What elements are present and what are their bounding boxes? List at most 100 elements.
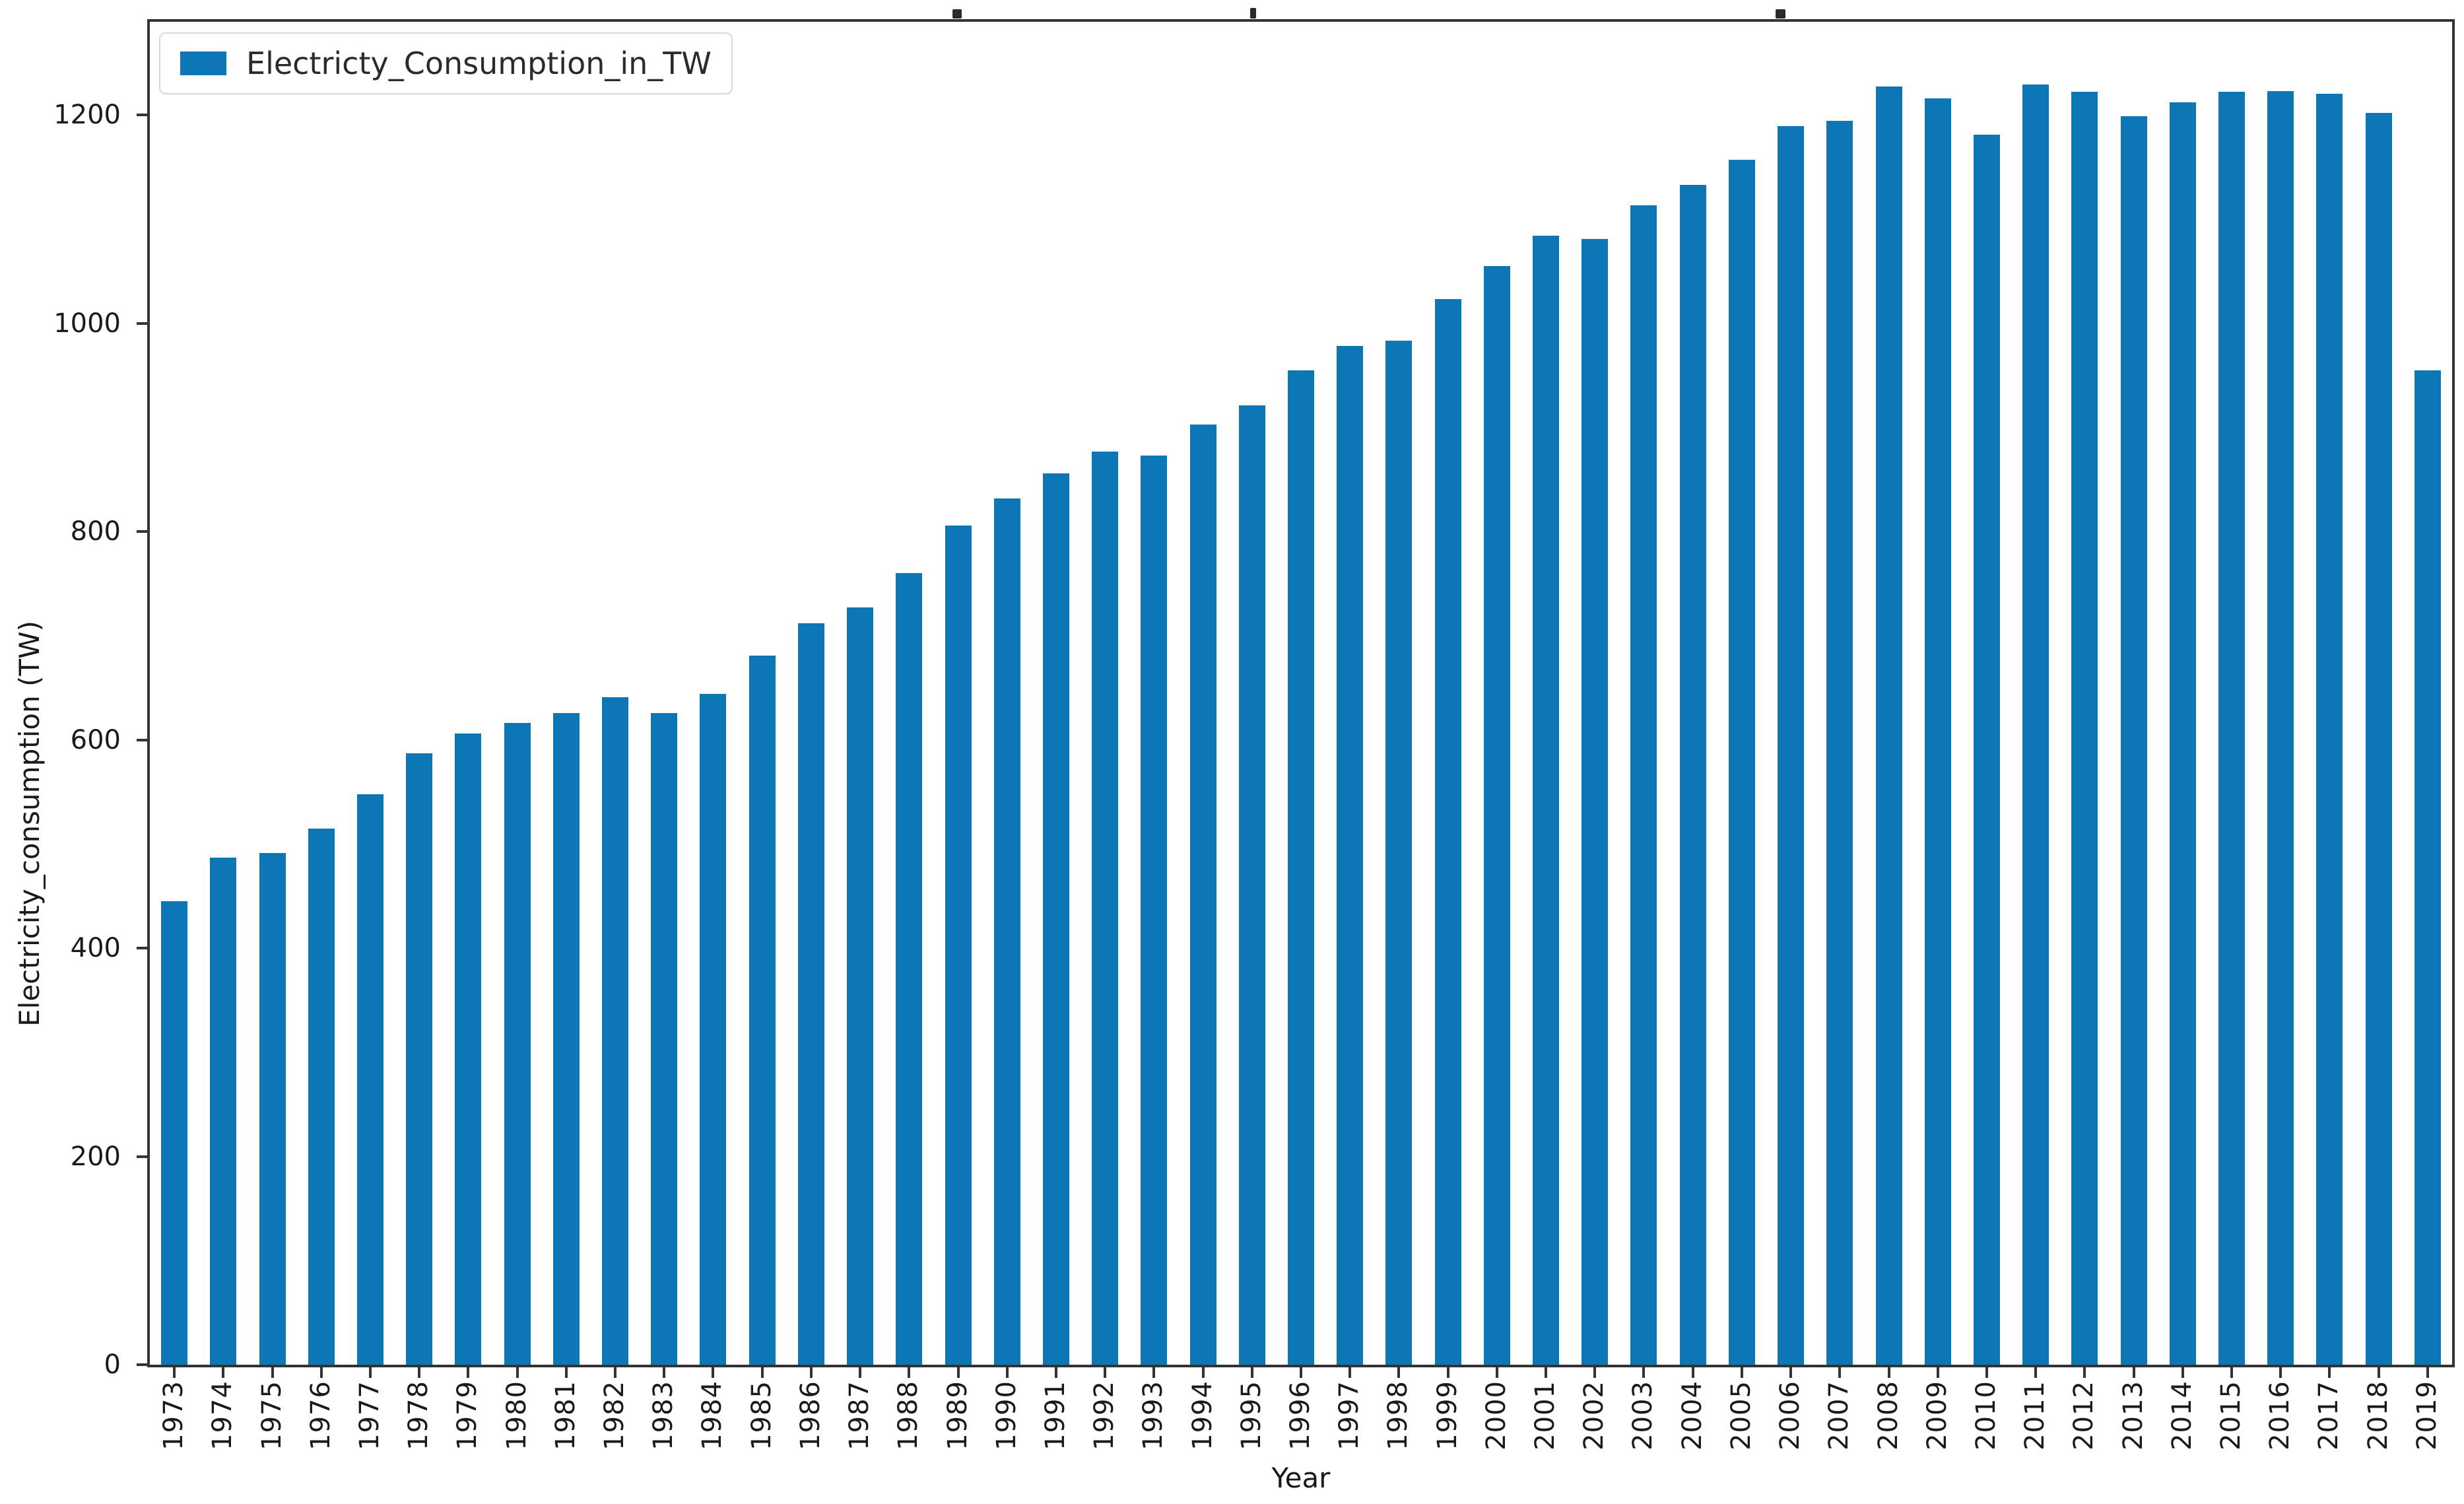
x-tick-label: 1983 — [648, 1381, 679, 1451]
x-tick-label: 1979 — [452, 1381, 483, 1451]
bar-2003 — [1630, 205, 1657, 1365]
y-tick-label: 800 — [70, 516, 121, 547]
x-tick-mark — [1495, 1367, 1498, 1378]
bar-1993 — [1141, 455, 1168, 1365]
bar-1976 — [308, 828, 335, 1365]
x-tick-label: 2018 — [2362, 1381, 2393, 1451]
x-tick-label: 1995 — [1236, 1381, 1267, 1451]
x-tick-label: 1993 — [1138, 1381, 1169, 1451]
bar-1995 — [1238, 405, 1265, 1365]
bar-1982 — [602, 697, 629, 1365]
bar-2014 — [2169, 102, 2196, 1365]
y-axis-spine — [147, 19, 150, 1367]
bar-2019 — [2414, 370, 2441, 1365]
bar-1996 — [1288, 370, 1314, 1365]
legend-label: Electricty_Consumption_in_TW — [246, 46, 712, 81]
x-tick-label: 1997 — [1334, 1381, 1365, 1451]
x-tick-mark — [1104, 1367, 1107, 1378]
x-tick-label: 2013 — [2117, 1381, 2148, 1451]
bar-1999 — [1434, 299, 1461, 1365]
x-tick-label: 1974 — [207, 1381, 238, 1451]
bar-2015 — [2218, 92, 2246, 1365]
y-tick-label: 600 — [70, 724, 121, 755]
x-tick-label: 1990 — [991, 1381, 1022, 1451]
x-tick-mark — [1740, 1367, 1743, 1378]
x-tick-mark — [1936, 1367, 1939, 1378]
bar-1986 — [797, 623, 824, 1365]
x-tick-mark — [2034, 1367, 2038, 1378]
x-tick-mark — [1054, 1367, 1057, 1378]
x-tick-label: 2006 — [1775, 1381, 1806, 1451]
x-tick-mark — [2230, 1367, 2234, 1378]
bar-1989 — [945, 525, 972, 1365]
top-spine — [147, 19, 2455, 22]
x-tick-mark — [2377, 1367, 2380, 1378]
x-tick-mark — [319, 1367, 323, 1378]
y-tick-label: 400 — [70, 933, 121, 963]
x-tick-label: 2019 — [2411, 1381, 2442, 1451]
x-tick-label: 1999 — [1432, 1381, 1463, 1451]
x-tick-label: 1982 — [599, 1381, 630, 1451]
bar-2001 — [1533, 236, 1560, 1365]
x-tick-mark — [418, 1367, 421, 1378]
bar-2013 — [2120, 116, 2147, 1365]
bar-2017 — [2316, 94, 2343, 1365]
x-tick-label: 2004 — [1677, 1381, 1708, 1451]
x-tick-mark — [1300, 1367, 1302, 1378]
bar-2010 — [1973, 134, 2000, 1365]
x-tick-mark — [663, 1367, 666, 1378]
bar-2007 — [1826, 121, 1853, 1365]
x-tick-mark — [2083, 1367, 2086, 1378]
x-tick-mark — [1887, 1367, 1890, 1378]
bar-2016 — [2267, 90, 2294, 1365]
x-tick-label: 2008 — [1873, 1381, 1904, 1451]
x-tick-mark — [173, 1367, 176, 1378]
bar-2012 — [2071, 92, 2098, 1365]
x-tick-mark — [908, 1367, 911, 1378]
x-tick-label: 1998 — [1383, 1381, 1414, 1451]
x-tick-mark — [2328, 1367, 2331, 1378]
x-tick-label: 2005 — [1725, 1381, 1756, 1451]
bar-1977 — [356, 794, 383, 1365]
x-tick-mark — [1593, 1367, 1597, 1378]
x-tick-label: 1994 — [1187, 1381, 1218, 1451]
x-tick-label: 1980 — [501, 1381, 532, 1451]
x-axis-spine — [147, 1365, 2455, 1367]
bar-1975 — [259, 853, 286, 1365]
bar-1978 — [406, 753, 433, 1365]
bar-1987 — [847, 607, 874, 1365]
x-tick-label: 2015 — [2216, 1381, 2247, 1451]
bar-1988 — [896, 573, 923, 1365]
y-tick-label: 0 — [104, 1350, 121, 1380]
x-tick-label: 1991 — [1040, 1381, 1071, 1451]
x-tick-label: 2000 — [1481, 1381, 1512, 1451]
x-tick-label: 2010 — [1970, 1381, 2001, 1451]
bar-1990 — [993, 498, 1020, 1365]
x-tick-label: 2016 — [2265, 1381, 2296, 1451]
x-tick-mark — [1789, 1367, 1793, 1378]
x-tick-label: 1973 — [158, 1381, 189, 1451]
x-tick-label: 2014 — [2166, 1381, 2197, 1451]
x-tick-label: 2017 — [2314, 1381, 2345, 1451]
x-tick-mark — [2279, 1367, 2282, 1378]
bar-2000 — [1483, 265, 1510, 1365]
bar-2006 — [1778, 126, 1805, 1365]
x-tick-label: 1996 — [1285, 1381, 1315, 1451]
bar-1973 — [161, 901, 188, 1365]
y-tick-mark — [137, 738, 147, 741]
bar-1983 — [651, 712, 678, 1365]
x-tick-mark — [809, 1367, 813, 1378]
legend: Electricty_Consumption_in_TW — [159, 32, 733, 94]
x-tick-mark — [2181, 1367, 2184, 1378]
x-tick-mark — [467, 1367, 470, 1378]
x-tick-mark — [2426, 1367, 2429, 1378]
bar-1984 — [700, 694, 727, 1365]
x-tick-mark — [564, 1367, 568, 1378]
bar-2018 — [2365, 112, 2392, 1365]
x-tick-mark — [1152, 1367, 1156, 1378]
x-tick-label: 1986 — [795, 1381, 826, 1451]
x-tick-mark — [1250, 1367, 1253, 1378]
x-tick-mark — [222, 1367, 225, 1378]
y-tick-mark — [137, 1155, 147, 1158]
